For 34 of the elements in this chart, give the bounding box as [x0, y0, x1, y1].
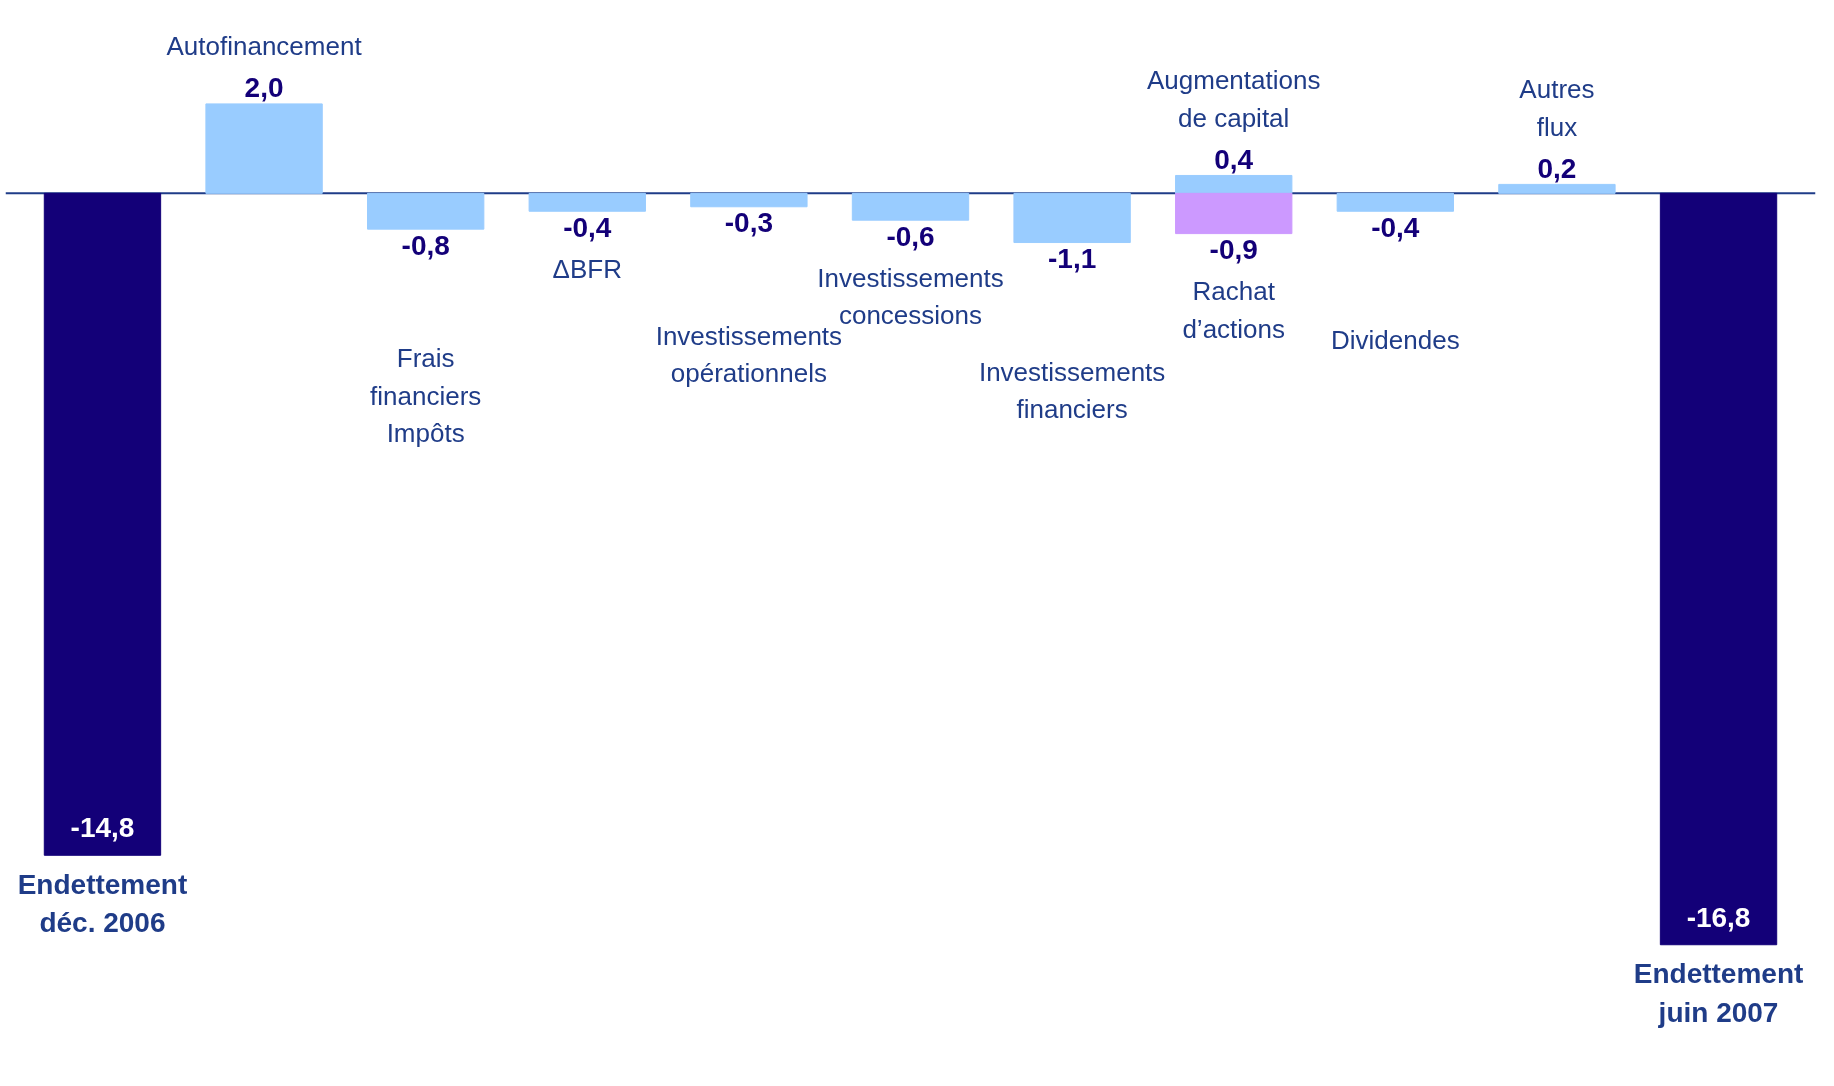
bar	[528, 192, 646, 212]
data-label: 0,4	[1214, 143, 1254, 175]
data-label: -14,8	[70, 812, 135, 844]
data-label: -16,8	[1686, 901, 1751, 933]
x-tick-label: Frais financiers Impôts	[370, 343, 482, 449]
bar	[1175, 192, 1293, 235]
bar	[851, 192, 970, 221]
data-label: -0,9	[1209, 234, 1258, 266]
data-label: -0,8	[401, 229, 450, 261]
x-tick-label: Endettement juin 2007	[1633, 958, 1804, 1028]
x-tick-label: Endettement déc. 2006	[17, 868, 188, 939]
data-label: 2,0	[244, 72, 284, 104]
bar	[367, 192, 485, 230]
bar	[690, 192, 808, 208]
bar	[43, 192, 162, 856]
x-tick-label: Investissements financiers	[978, 356, 1166, 425]
x-tick-label: Autofinancement	[166, 31, 363, 62]
bar	[1013, 192, 1131, 244]
data-label: 0,2	[1537, 152, 1577, 184]
data-label: -0,3	[724, 207, 774, 239]
bar	[1175, 174, 1293, 194]
x-tick-label: Dividendes	[1331, 325, 1460, 356]
bar	[1498, 183, 1616, 194]
data-label: -1,1	[1047, 243, 1097, 275]
bar	[1659, 192, 1778, 946]
data-label: -0,4	[1371, 211, 1420, 243]
x-tick-label: Autres flux	[1519, 74, 1595, 142]
bar	[205, 103, 323, 194]
bar	[1336, 192, 1454, 212]
x-tick-label: ΔBFR	[552, 253, 622, 284]
data-label: -0,6	[886, 220, 935, 252]
data-label: -0,4	[563, 211, 612, 243]
x-tick-label: Augmentations de capital	[1146, 65, 1321, 133]
annotation: Rachat d’actions	[1182, 276, 1286, 344]
